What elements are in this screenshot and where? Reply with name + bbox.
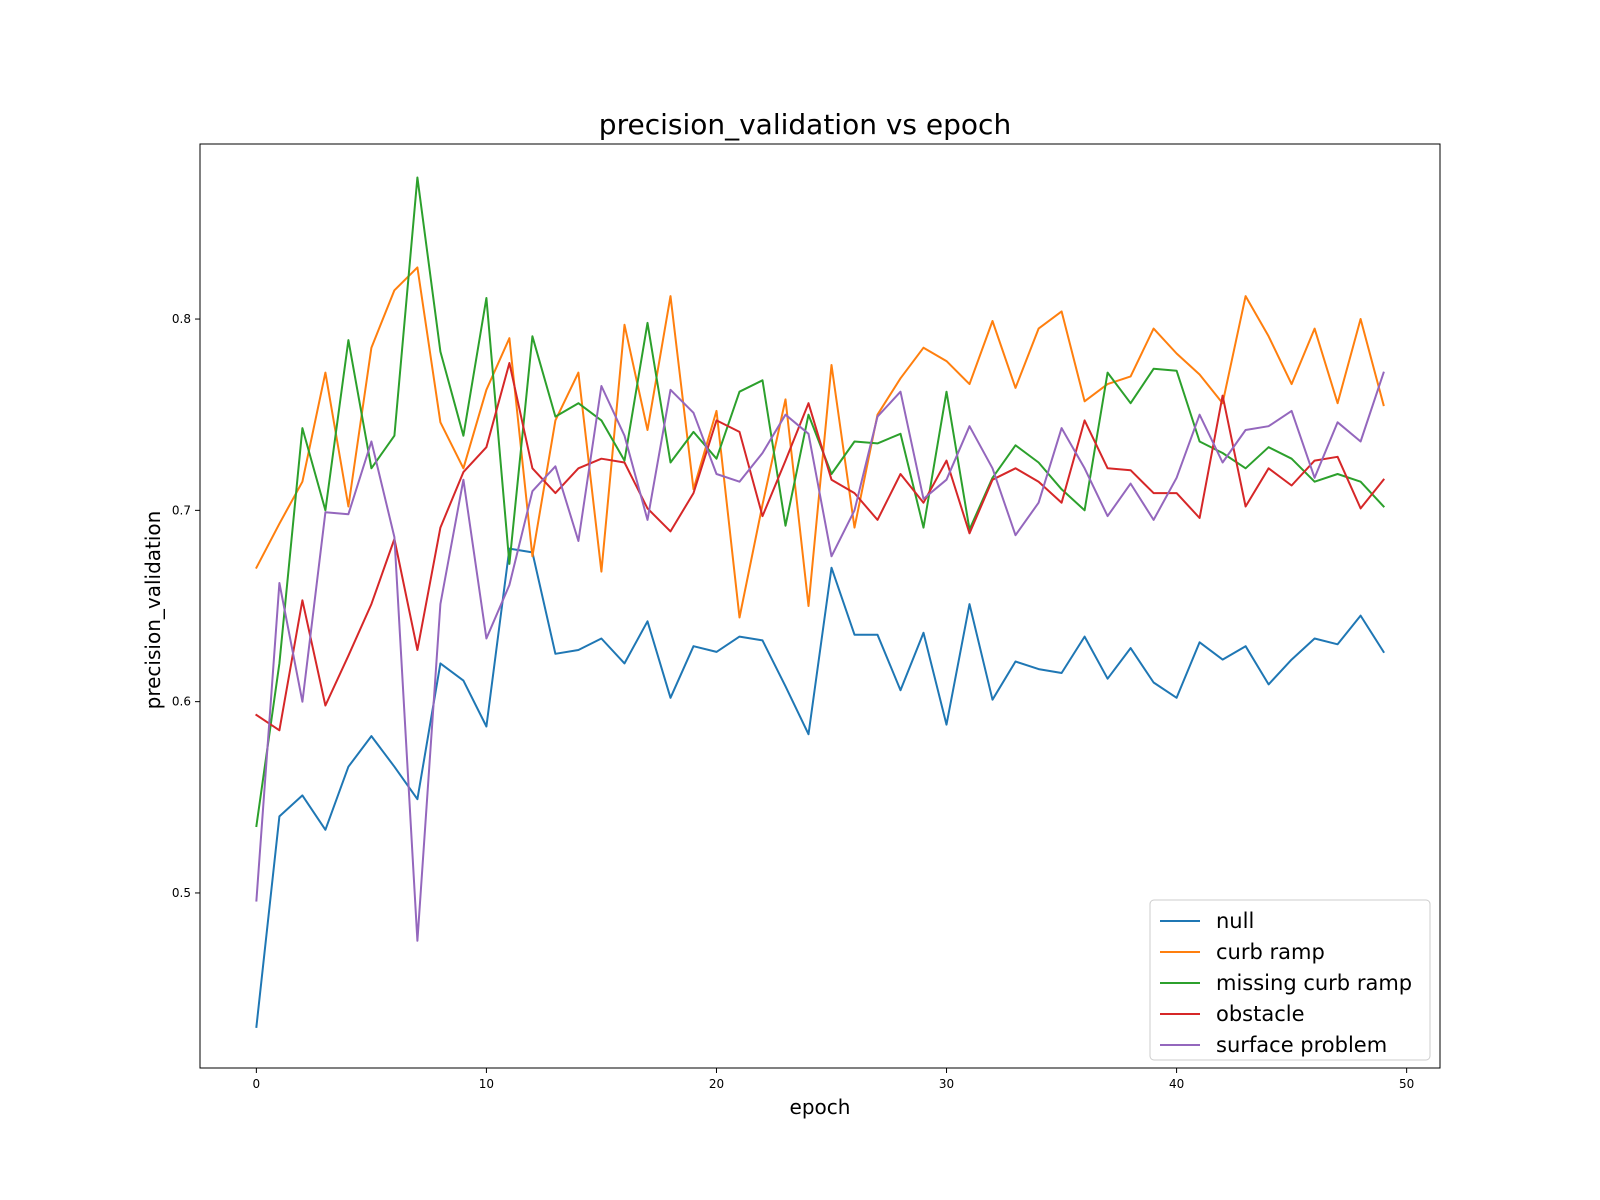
chart-title: precision_validation vs epoch	[599, 108, 1011, 141]
x-tick-label-1: 10	[479, 1077, 494, 1091]
legend-label-4: surface problem	[1216, 1033, 1387, 1057]
series-line-0	[255, 547, 1385, 1029]
plot-frame	[199, 143, 1441, 1069]
y-axis-ticks: 0.5 0.6 0.7 0.8	[172, 312, 200, 900]
series-layer	[255, 176, 1386, 1029]
legend-label-2: missing curb ramp	[1216, 971, 1412, 995]
y-tick-label-1: 0.6	[172, 695, 191, 709]
x-tick-label-5: 50	[1399, 1077, 1414, 1091]
x-axis-label: epoch	[790, 1095, 851, 1119]
x-tick-label-3: 30	[939, 1077, 954, 1091]
y-tick-label-2: 0.7	[172, 503, 191, 517]
legend-label-0: null	[1216, 909, 1254, 933]
y-axis-label: precision_validation	[141, 511, 165, 710]
series-line-4	[255, 371, 1385, 942]
series-line-3	[255, 362, 1386, 732]
x-axis-ticks: 0 10 20 30 40 50	[253, 1068, 1414, 1091]
series-line-1	[255, 266, 1385, 619]
x-tick-label-0: 0	[253, 1077, 261, 1091]
legend: null curb ramp missing curb ramp obstacle su…	[1149, 899, 1431, 1061]
y-tick-label-3: 0.8	[172, 312, 191, 326]
legend-box	[1149, 899, 1431, 1061]
x-tick-label-2: 20	[709, 1077, 724, 1091]
legend-label-1: curb ramp	[1216, 940, 1325, 964]
y-tick-label-0: 0.5	[172, 886, 191, 900]
legend-label-3: obstacle	[1216, 1002, 1305, 1026]
x-tick-label-4: 40	[1169, 1077, 1184, 1091]
